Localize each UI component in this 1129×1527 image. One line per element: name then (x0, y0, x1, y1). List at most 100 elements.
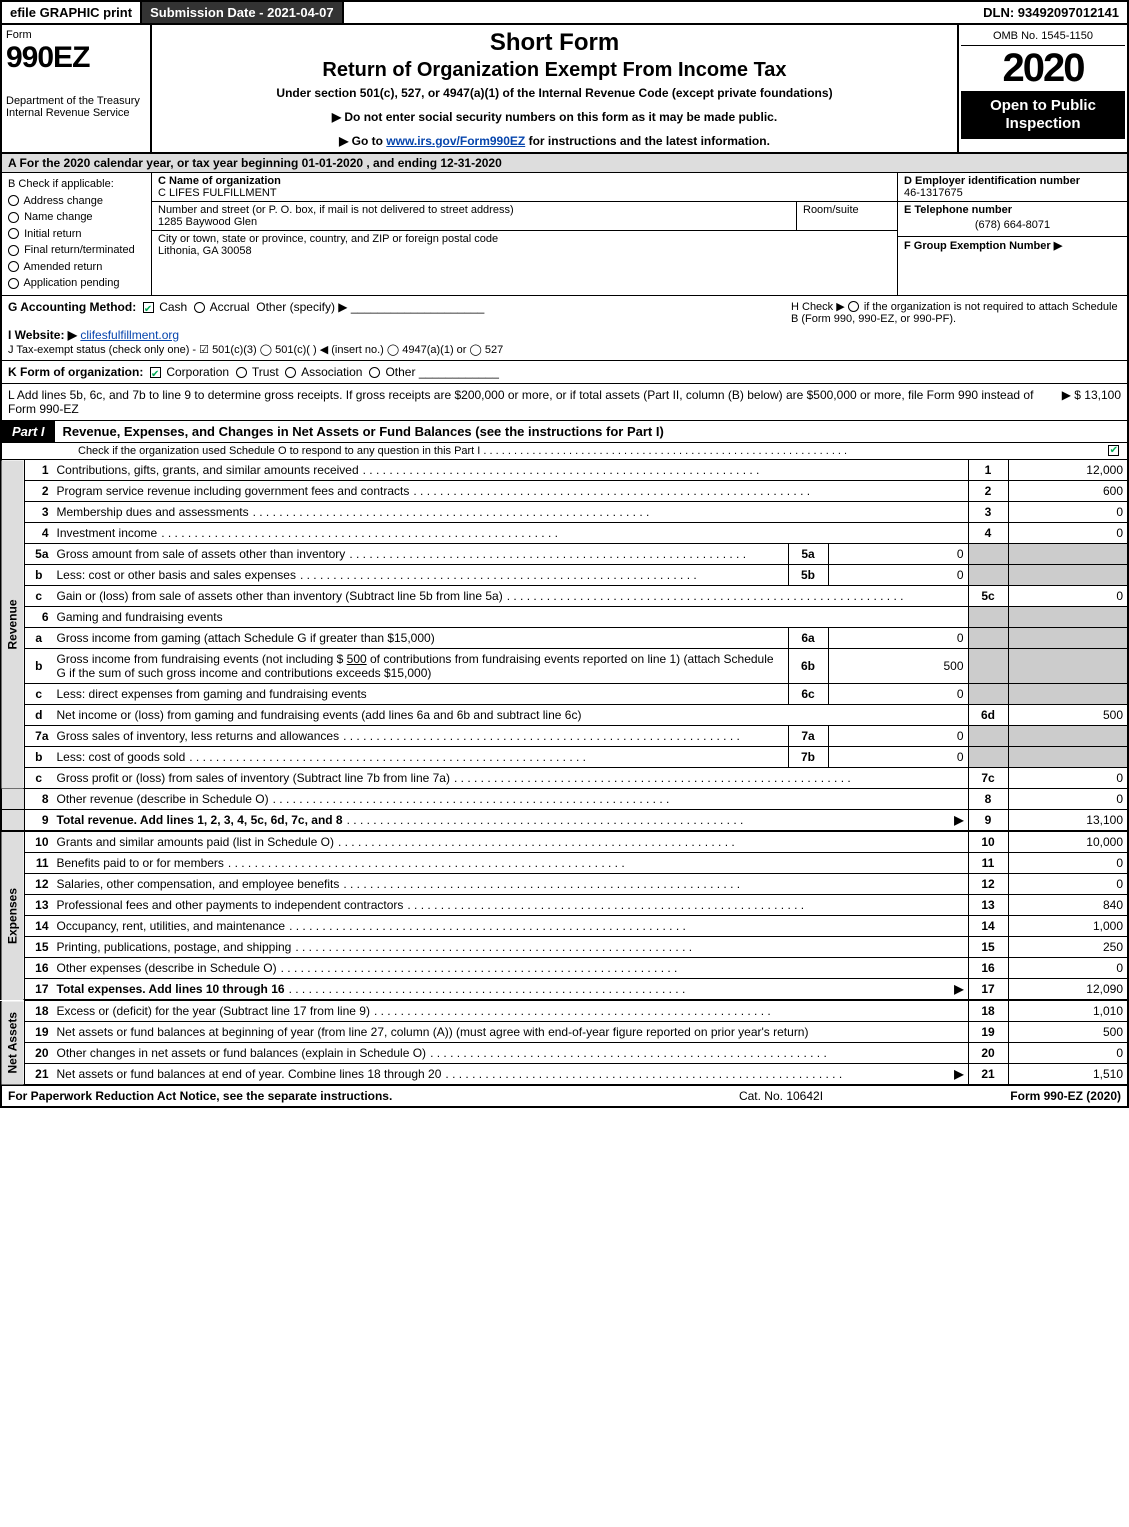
box-f: F Group Exemption Number ▶ (898, 237, 1127, 254)
l5c-num: c (25, 585, 53, 606)
lbl-corporation: Corporation (166, 365, 229, 379)
footer-right: Form 990-EZ (2020) (921, 1089, 1121, 1103)
l19-box: 19 (968, 1021, 1008, 1042)
l1-val: 12,000 (1008, 460, 1128, 481)
line-5c: c Gain or (loss) from sale of assets oth… (1, 585, 1128, 606)
line-15: 15 Printing, publications, postage, and … (1, 936, 1128, 957)
cb-name-change[interactable] (8, 212, 19, 223)
l5c-box: 5c (968, 585, 1008, 606)
i-label: I Website: ▶ (8, 328, 77, 342)
cb-corporation[interactable] (150, 367, 161, 378)
website-link[interactable]: clifesfulfillment.org (80, 328, 179, 342)
line-20: 20 Other changes in net assets or fund b… (1, 1042, 1128, 1063)
l4-box: 4 (968, 522, 1008, 543)
part1-subtitle: Check if the organization used Schedule … (0, 443, 1129, 460)
cb-amended-return[interactable] (8, 261, 19, 272)
line-12: 12 Salaries, other compensation, and emp… (1, 873, 1128, 894)
cb-address-change[interactable] (8, 195, 19, 206)
part1-sub-text: Check if the organization used Schedule … (78, 445, 480, 457)
l21-val: 1,510 (1008, 1063, 1128, 1084)
l9-desc: Total revenue. Add lines 1, 2, 3, 4, 5c,… (57, 813, 343, 827)
l7b-mval: 0 (828, 746, 968, 767)
line-l: L Add lines 5b, 6c, and 7b to line 9 to … (0, 384, 1129, 421)
l6d-desc: Net income or (loss) from gaming and fun… (53, 704, 969, 725)
box-c-container: C Name of organization C LIFES FULFILLME… (152, 173, 897, 295)
efile-print-button[interactable]: efile GRAPHIC print (2, 2, 142, 23)
sidelabel-blank (1, 788, 25, 809)
tax-period-row: A For the 2020 calendar year, or tax yea… (0, 154, 1129, 173)
l19-val: 500 (1008, 1021, 1128, 1042)
l2-desc: Program service revenue including govern… (57, 484, 414, 498)
l21-desc: Net assets or fund balances at end of ye… (57, 1067, 446, 1081)
city-value: Lithonia, GA 30058 (158, 245, 252, 257)
k-label: K Form of organization: (8, 365, 143, 379)
l5c-desc: Gain or (loss) from sale of assets other… (57, 589, 507, 603)
tel-value: (678) 664-8071 (904, 216, 1121, 234)
cb-initial-return[interactable] (8, 228, 19, 239)
cb-schedule-b-not-required[interactable] (848, 301, 859, 312)
l10-val: 10,000 (1008, 832, 1128, 853)
l5b-mbox: 5b (788, 564, 828, 585)
l15-desc: Printing, publications, postage, and shi… (57, 940, 296, 954)
l20-desc: Other changes in net assets or fund bala… (57, 1046, 431, 1060)
l6a-desc: Gross income from gaming (attach Schedul… (53, 627, 789, 648)
shade (1008, 648, 1128, 683)
l11-desc: Benefits paid to or for members (57, 856, 228, 870)
lbl-initial-return: Initial return (24, 228, 81, 240)
cb-other-org[interactable] (369, 367, 380, 378)
line-3: 3 Membership dues and assessments 3 0 (1, 501, 1128, 522)
l7c-box: 7c (968, 767, 1008, 788)
l7a-mbox: 7a (788, 725, 828, 746)
l3-val: 0 (1008, 501, 1128, 522)
cb-accrual[interactable] (194, 302, 205, 313)
l14-box: 14 (968, 915, 1008, 936)
l13-box: 13 (968, 894, 1008, 915)
expenses-table: Expenses 10 Grants and similar amounts p… (0, 832, 1129, 1001)
lbl-final-return: Final return/terminated (24, 244, 135, 256)
box-c-label: C Name of organization (158, 175, 281, 187)
l4-val: 0 (1008, 522, 1128, 543)
cb-trust[interactable] (236, 367, 247, 378)
lbl-address-change: Address change (23, 195, 103, 207)
l5b-desc: Less: cost or other basis and sales expe… (57, 568, 300, 582)
cb-association[interactable] (285, 367, 296, 378)
l7c-num: c (25, 767, 53, 788)
l17-val: 12,090 (1008, 978, 1128, 1000)
line-j: J Tax-exempt status (check only one) - ☑… (8, 344, 503, 356)
l19-desc: Net assets or fund balances at beginning… (53, 1021, 969, 1042)
entity-block: B Check if applicable: Address change Na… (0, 173, 1129, 296)
l6c-num: c (25, 683, 53, 704)
ein-value: 46-1317675 (904, 187, 1121, 199)
ssn-warning: ▶ Do not enter social security numbers o… (156, 110, 953, 124)
l15-num: 15 (25, 936, 53, 957)
l1-num: 1 (25, 460, 53, 481)
cb-application-pending[interactable] (8, 278, 19, 289)
l6d-num: d (25, 704, 53, 725)
footer-left: For Paperwork Reduction Act Notice, see … (8, 1089, 641, 1103)
l5a-desc: Gross amount from sale of assets other t… (57, 547, 350, 561)
footer-center: Cat. No. 10642I (641, 1089, 921, 1103)
l8-box: 8 (968, 788, 1008, 809)
l6c-mbox: 6c (788, 683, 828, 704)
submission-date-button[interactable]: Submission Date - 2021-04-07 (142, 2, 344, 23)
line-9: 9 Total revenue. Add lines 1, 2, 3, 4, 5… (1, 809, 1128, 831)
l13-desc: Professional fees and other payments to … (57, 898, 408, 912)
l9-val: 13,100 (1008, 809, 1128, 831)
city-label: City or town, state or province, country… (158, 233, 498, 245)
revenue-table: Revenue 1 Contributions, gifts, grants, … (0, 460, 1129, 832)
shade (1008, 725, 1128, 746)
line-14: 14 Occupancy, rent, utilities, and maint… (1, 915, 1128, 936)
cb-schedule-o-used[interactable] (1108, 445, 1119, 456)
dln-label: DLN: 93492097012141 (975, 2, 1127, 23)
dots (454, 771, 964, 785)
irs-link[interactable]: www.irs.gov/Form990EZ (386, 134, 525, 148)
sidelabel-revenue: Revenue (1, 460, 25, 789)
l6b-num: b (25, 648, 53, 683)
l5b-mval: 0 (828, 564, 968, 585)
tel-label: E Telephone number (904, 204, 1121, 216)
shade (1008, 746, 1128, 767)
cb-cash[interactable] (143, 302, 154, 313)
l13-val: 840 (1008, 894, 1128, 915)
cb-final-return[interactable] (8, 245, 19, 256)
l12-val: 0 (1008, 873, 1128, 894)
